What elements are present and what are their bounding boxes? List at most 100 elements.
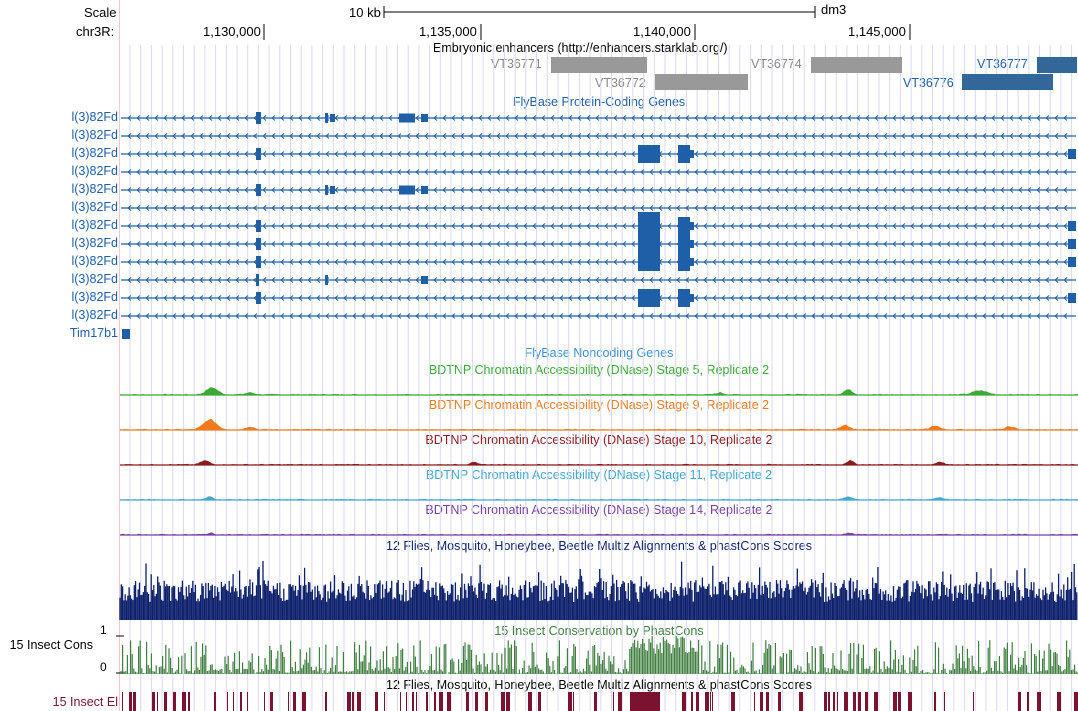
strand-arrow [874, 259, 879, 265]
strand-arrow [784, 223, 789, 229]
strand-arrow [640, 259, 645, 265]
strand-arrow [541, 259, 546, 265]
strand-arrow [451, 295, 456, 301]
strand-arrow [1027, 277, 1032, 283]
strand-arrow [730, 223, 735, 229]
strand-arrow [163, 151, 168, 157]
strand-arrow [649, 259, 654, 265]
strand-arrow [586, 115, 591, 121]
strand-arrow [199, 187, 204, 193]
tick-label-1: 1,130,000 [203, 24, 261, 39]
conserved-element [347, 692, 351, 711]
strand-arrow [505, 223, 510, 229]
strand-arrow [757, 295, 762, 301]
gene-label[interactable]: l(3)82Fd [71, 236, 118, 250]
conserved-element [754, 692, 755, 711]
strand-arrow [469, 187, 474, 193]
strand-arrow [163, 169, 168, 175]
strand-arrow [379, 151, 384, 157]
gene-label[interactable]: l(3)82Fd [71, 254, 118, 268]
strand-arrow [1063, 205, 1068, 211]
strand-arrow [694, 205, 699, 211]
strand-arrow [244, 187, 249, 193]
conserved-element [426, 692, 428, 711]
enhancer-feature [962, 74, 1053, 90]
strand-arrow [343, 277, 348, 283]
strand-arrow [235, 277, 240, 283]
strand-arrow [883, 187, 888, 193]
gene-label[interactable]: l(3)82Fd [71, 182, 118, 196]
strand-arrow [973, 115, 978, 121]
gene-label[interactable]: l(3)82Fd [71, 272, 118, 286]
strand-arrow [955, 151, 960, 157]
elements-side-label[interactable]: 15 Insect El [52, 695, 118, 709]
strand-arrow [172, 259, 177, 265]
strand-arrow [397, 313, 402, 319]
strand-arrow [586, 151, 591, 157]
conserved-element [594, 692, 597, 711]
strand-arrow [460, 277, 465, 283]
gene-label[interactable]: l(3)82Fd [71, 110, 118, 124]
strand-arrow [649, 133, 654, 139]
strand-arrow [1054, 313, 1059, 319]
strand-arrow [775, 223, 780, 229]
strand-arrow [937, 313, 942, 319]
strand-arrow [559, 133, 564, 139]
enhancer-label-vt36774[interactable]: VT36774 [751, 57, 802, 71]
strand-arrow [577, 187, 582, 193]
strand-arrow [487, 205, 492, 211]
strand-arrow [838, 151, 843, 157]
strand-arrow [163, 259, 168, 265]
gene-exon [256, 238, 261, 250]
strand-arrow [352, 259, 357, 265]
strand-arrow [856, 259, 861, 265]
strand-arrow [766, 205, 771, 211]
gene-label[interactable]: l(3)82Fd [71, 164, 118, 178]
strand-arrow [892, 223, 897, 229]
gene-label[interactable]: l(3)82Fd [71, 308, 118, 322]
strand-arrow [343, 115, 348, 121]
enhancer-label-vt36776[interactable]: VT36776 [903, 76, 954, 90]
strand-arrow [253, 259, 258, 265]
strand-arrow [154, 187, 159, 193]
gene-label[interactable]: l(3)82Fd [71, 218, 118, 232]
enhancer-label-vt36777[interactable]: VT36777 [977, 57, 1028, 71]
strand-arrow [559, 277, 564, 283]
strand-arrow [532, 187, 537, 193]
gene-label-tim17b1[interactable]: Tim17b1 [69, 326, 118, 340]
strand-arrow [1054, 187, 1059, 193]
gene-label[interactable]: l(3)82Fd [71, 200, 118, 214]
strand-arrow [352, 151, 357, 157]
enhancers-track-title: Embryonic enhancers (http://enhancers.st… [433, 41, 728, 55]
conserved-element [400, 692, 401, 711]
strand-arrow [649, 169, 654, 175]
strand-arrow [1063, 241, 1068, 247]
strand-arrow [478, 187, 483, 193]
gene-exon [638, 289, 660, 307]
phastcons-side-label[interactable]: 15 Insect Cons [9, 638, 93, 652]
strand-arrow [496, 313, 501, 319]
strand-arrow [343, 205, 348, 211]
strand-arrow [613, 223, 618, 229]
enhancer-label-vt36771[interactable]: VT36771 [491, 57, 542, 71]
strand-arrow [883, 133, 888, 139]
strand-arrow [874, 277, 879, 283]
strand-arrow [793, 133, 798, 139]
strand-arrow [919, 241, 924, 247]
strand-arrow [469, 259, 474, 265]
strand-arrow [514, 169, 519, 175]
strand-arrow [1009, 241, 1014, 247]
strand-arrow [739, 115, 744, 121]
strand-arrow [244, 151, 249, 157]
strand-arrow [244, 169, 249, 175]
gene-label[interactable]: l(3)82Fd [71, 290, 118, 304]
strand-arrow [1027, 115, 1032, 121]
conserved-element [412, 692, 414, 711]
enhancer-label-vt36772[interactable]: VT36772 [595, 76, 646, 90]
conserved-element [696, 692, 699, 711]
gene-label[interactable]: l(3)82Fd [71, 146, 118, 160]
strand-arrow [226, 205, 231, 211]
gene-label[interactable]: l(3)82Fd [71, 128, 118, 142]
strand-arrow [694, 223, 699, 229]
